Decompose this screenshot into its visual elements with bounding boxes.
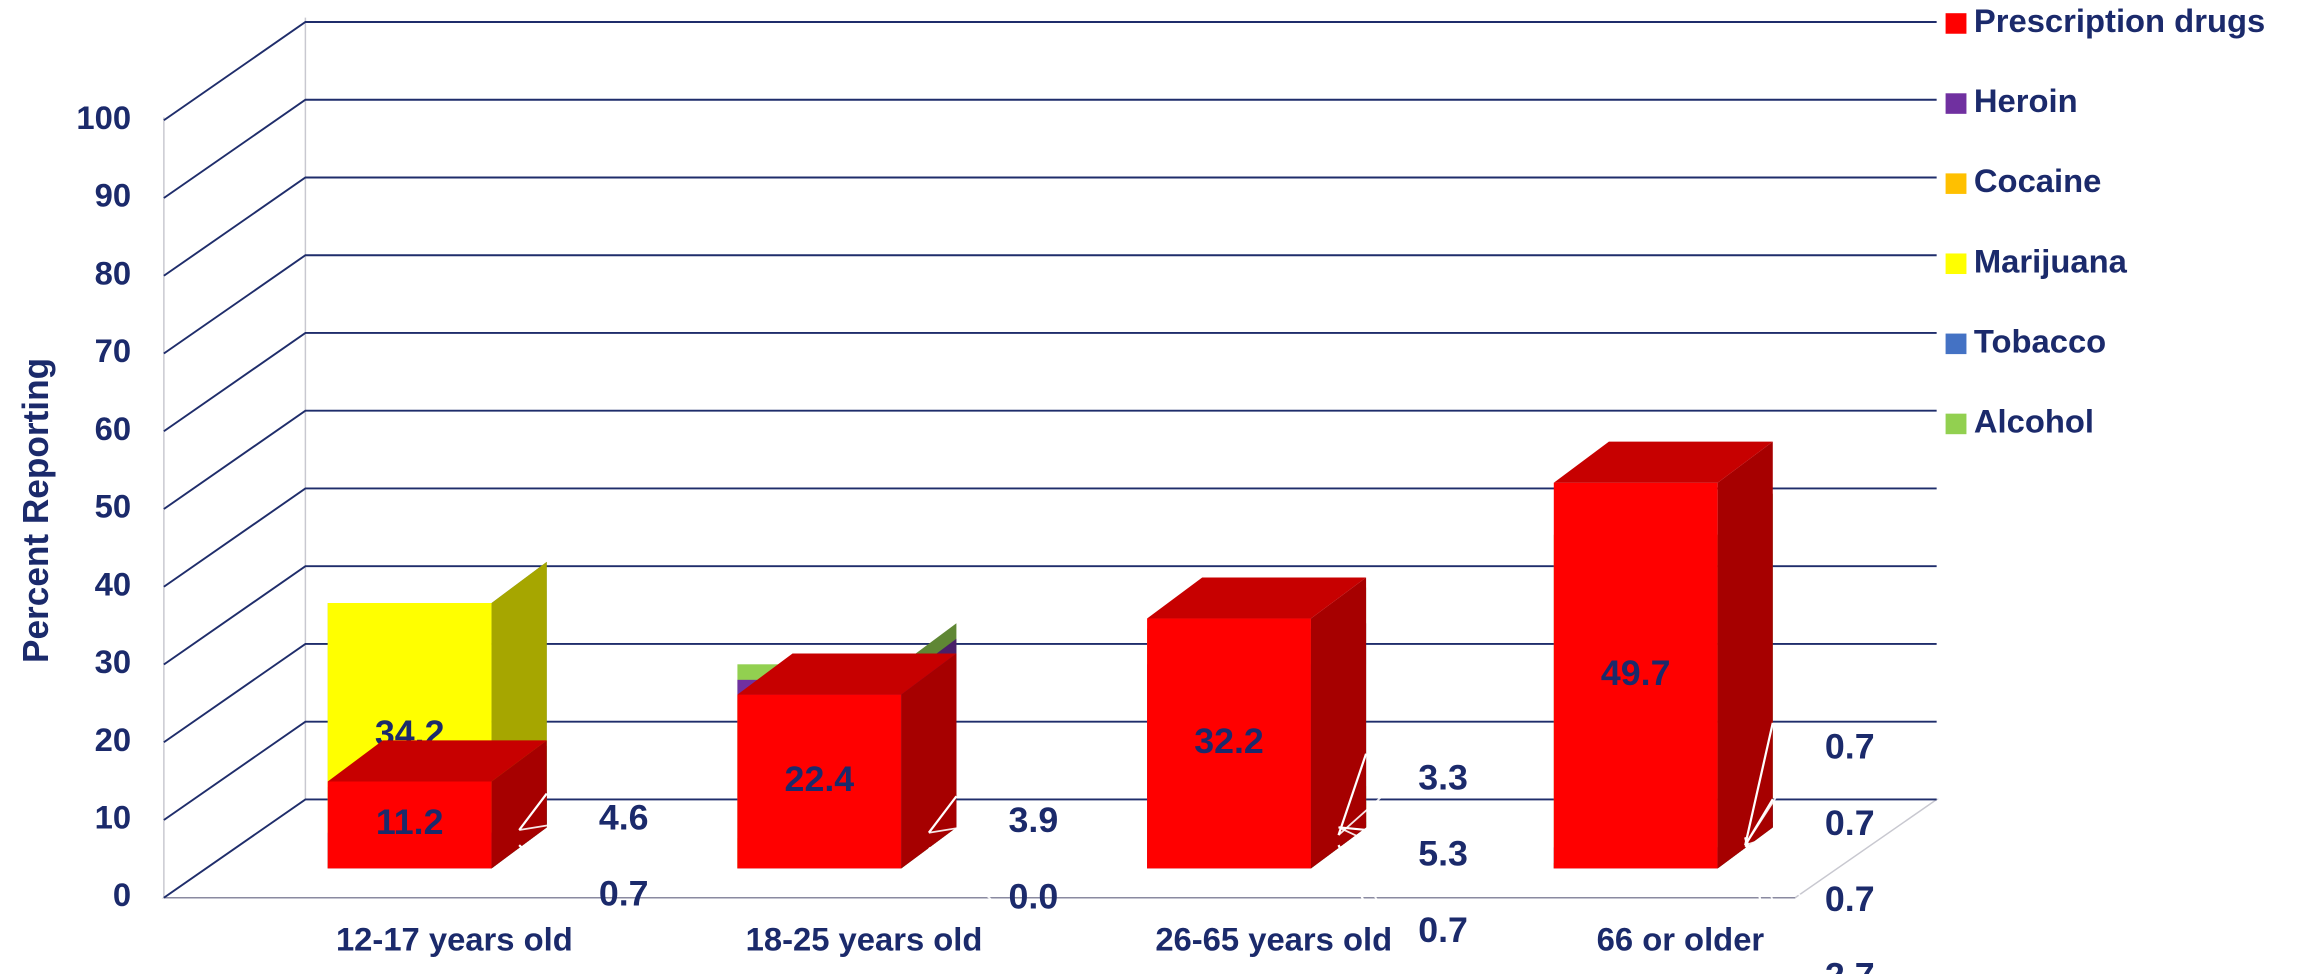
- legend-label: Marijuana: [1974, 243, 2128, 279]
- bar-top: [737, 653, 957, 695]
- data-label: 0.7: [1825, 727, 1875, 767]
- leader-line: [519, 819, 582, 831]
- grid-line: [163, 643, 1937, 744]
- leader-line: [1337, 844, 1402, 934]
- bar-side: [491, 740, 547, 869]
- data-label: 32.2: [1194, 721, 1264, 761]
- data-label: 3.3: [1418, 758, 1468, 798]
- y-tick-label: 50: [95, 489, 131, 525]
- bar-top: [1147, 577, 1367, 619]
- data-label: 11.2: [376, 802, 444, 842]
- data-label: 0.7: [1825, 879, 1875, 919]
- legend-swatch: [1945, 173, 1967, 194]
- bar-side: [1717, 441, 1773, 869]
- leader-line: [1337, 844, 1368, 907]
- y-tick-label: 70: [95, 333, 131, 369]
- leader-line: [928, 847, 992, 900]
- grid-line: [163, 798, 1937, 899]
- data-label: 2.7: [1825, 956, 1875, 974]
- grid-line: [163, 720, 1937, 821]
- bar-top: [1553, 441, 1773, 483]
- leader-line: [1337, 779, 1401, 836]
- data-label: 49.7: [1601, 653, 1671, 693]
- y-tick-label: 10: [95, 800, 131, 836]
- grid-line: [163, 409, 1937, 510]
- y-tick-label: 0: [113, 877, 131, 913]
- data-label: 5.3: [1418, 834, 1468, 874]
- legend-label: Tobacco: [1974, 324, 2106, 360]
- y-tick-label: 20: [95, 722, 131, 758]
- x-tick-label: 26-65 years old: [1155, 921, 1392, 957]
- leader-line: [1744, 722, 1774, 846]
- leader-line: [928, 821, 991, 834]
- leader-line: [1337, 753, 1368, 836]
- y-tick-label: 30: [95, 644, 131, 680]
- x-tick-label: 18-25 years old: [746, 921, 983, 957]
- leader-line: [1744, 798, 1774, 846]
- data-label: 22.4: [785, 759, 855, 799]
- legend-swatch: [1945, 253, 1967, 275]
- leader-line: [1744, 837, 1774, 952]
- leader-line: [1338, 826, 1367, 832]
- bar-segment: [1147, 618, 1311, 869]
- x-tick-label: 12-17 years old: [336, 921, 573, 957]
- y-tick-label: 90: [95, 178, 131, 214]
- grid-line: [163, 98, 1937, 199]
- y-tick-label: 80: [95, 256, 131, 292]
- legend-swatch: [1945, 413, 1967, 435]
- grid-line: [163, 21, 1937, 122]
- bar-segment: [1553, 482, 1718, 869]
- data-label: 0.0: [1009, 877, 1059, 917]
- legend-swatch: [1945, 333, 1967, 355]
- x-tick-label: 66 or older: [1597, 921, 1765, 957]
- bar-side: [1310, 577, 1367, 869]
- grid-line: [163, 487, 1937, 588]
- leader-line: [1744, 837, 1807, 974]
- leader-line: [1744, 844, 1808, 903]
- leader-line: [1338, 826, 1401, 858]
- data-label: 0.7: [599, 874, 649, 914]
- leader-line: [927, 795, 958, 834]
- data-label: 0.7: [1418, 910, 1468, 950]
- legend-swatch: [1945, 13, 1967, 34]
- legend-label: Cocaine: [1974, 163, 2101, 199]
- leader-line: [1744, 824, 1808, 846]
- bar-top: [327, 740, 547, 782]
- data-label: 4.6: [599, 798, 649, 838]
- leader-line: [518, 792, 548, 831]
- y-tick-label: 60: [95, 411, 131, 447]
- y-tick-label: 40: [95, 566, 131, 602]
- data-label: 0.7: [1825, 803, 1875, 843]
- grid-line: [163, 565, 1937, 666]
- bar-segment: [737, 694, 902, 869]
- grid-line: [163, 254, 1937, 355]
- legend-label: Alcohol: [1974, 404, 2094, 440]
- leader-line: [518, 844, 582, 897]
- grid-line: [163, 332, 1937, 433]
- data-label: 3.9: [1009, 800, 1059, 840]
- bar-segment: [327, 781, 492, 869]
- y-axis-label: Percent Reporting: [16, 358, 56, 663]
- legend-label: Prescription drugs: [1974, 3, 2265, 39]
- y-tick-label: 100: [76, 100, 131, 136]
- legend-swatch: [1945, 93, 1967, 114]
- legend-label: Heroin: [1974, 83, 2078, 119]
- grid-line: [163, 176, 1937, 277]
